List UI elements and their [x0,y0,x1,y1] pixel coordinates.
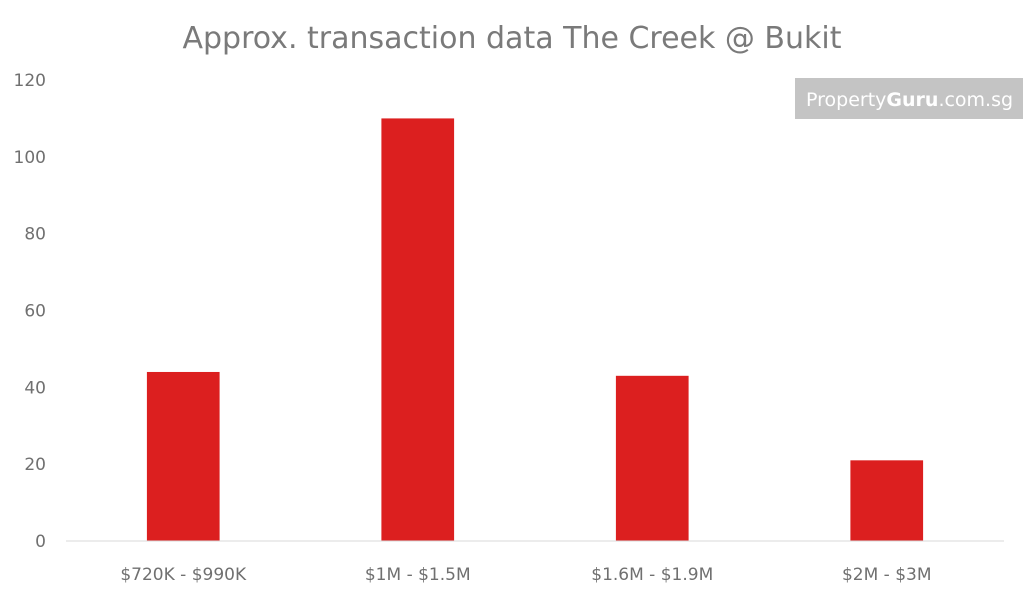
watermark-box [795,78,1023,119]
y-tick-label: 60 [24,302,46,322]
watermark: PropertyGuru.com.sg [795,78,1023,119]
y-tick-label: 40 [24,378,46,398]
bar [381,118,455,542]
watermark-suffix: .com.sg [938,89,1013,111]
x-tick-label: $2M - $3M [842,565,932,585]
chart-title: Approx. transaction data The Creek @ Buk… [182,21,841,56]
y-tick-label: 0 [35,532,46,552]
bar [850,460,924,541]
x-tick-label: $720K - $990K [120,565,247,585]
x-tick-label: $1M - $1.5M [365,565,471,585]
bar [615,375,689,541]
y-tick-label: 120 [14,71,46,91]
x-tick-label: $1.6M - $1.9M [591,565,713,585]
y-axis: 0 20 40 60 80 100 120 [14,71,46,552]
bar [146,371,220,541]
watermark-brand: Guru [886,89,938,111]
y-tick-label: 100 [14,148,46,168]
bars [146,118,924,542]
y-tick-label: 20 [24,455,46,475]
y-tick-label: 80 [24,225,46,245]
x-axis: $720K - $990K $1M - $1.5M $1.6M - $1.9M $2M… [120,565,931,585]
watermark-prefix: Property [806,89,886,111]
watermark-text: PropertyGuru.com.sg [806,89,1013,111]
